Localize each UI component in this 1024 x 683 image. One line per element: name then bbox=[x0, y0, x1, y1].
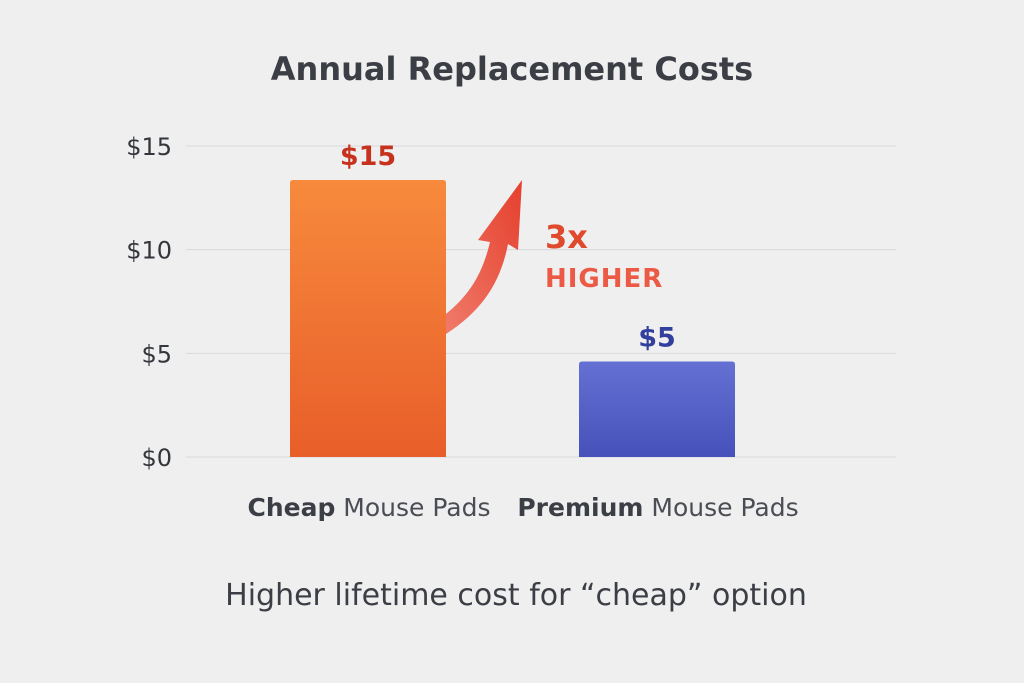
chart-subtitle: Higher lifetime cost for “cheap” option bbox=[225, 578, 807, 613]
y-axis-ticks: $0 $5 $10 $15 bbox=[126, 133, 172, 472]
bar-premium bbox=[579, 361, 735, 457]
y-tick-label: $5 bbox=[141, 340, 172, 368]
chart-title: Annual Replacement Costs bbox=[271, 50, 753, 88]
value-labels: $15 $5 bbox=[340, 141, 676, 353]
x-axis-categories: Cheap Mouse Pads Premium Mouse Pads bbox=[247, 493, 798, 522]
increase-arrow-icon bbox=[446, 180, 522, 334]
y-tick-label: $0 bbox=[141, 444, 172, 472]
y-tick-label: $10 bbox=[126, 237, 172, 265]
category-label: Premium Mouse Pads bbox=[517, 493, 798, 522]
y-tick-label: $15 bbox=[126, 133, 172, 161]
annotation-multiplier: 3x bbox=[545, 218, 588, 256]
annotation-text: HIGHER bbox=[545, 264, 663, 294]
value-label: $15 bbox=[340, 141, 396, 172]
value-label: $5 bbox=[638, 322, 676, 353]
category-label: Cheap Mouse Pads bbox=[247, 493, 490, 522]
bars bbox=[290, 180, 735, 457]
bar-cheap bbox=[290, 180, 446, 457]
